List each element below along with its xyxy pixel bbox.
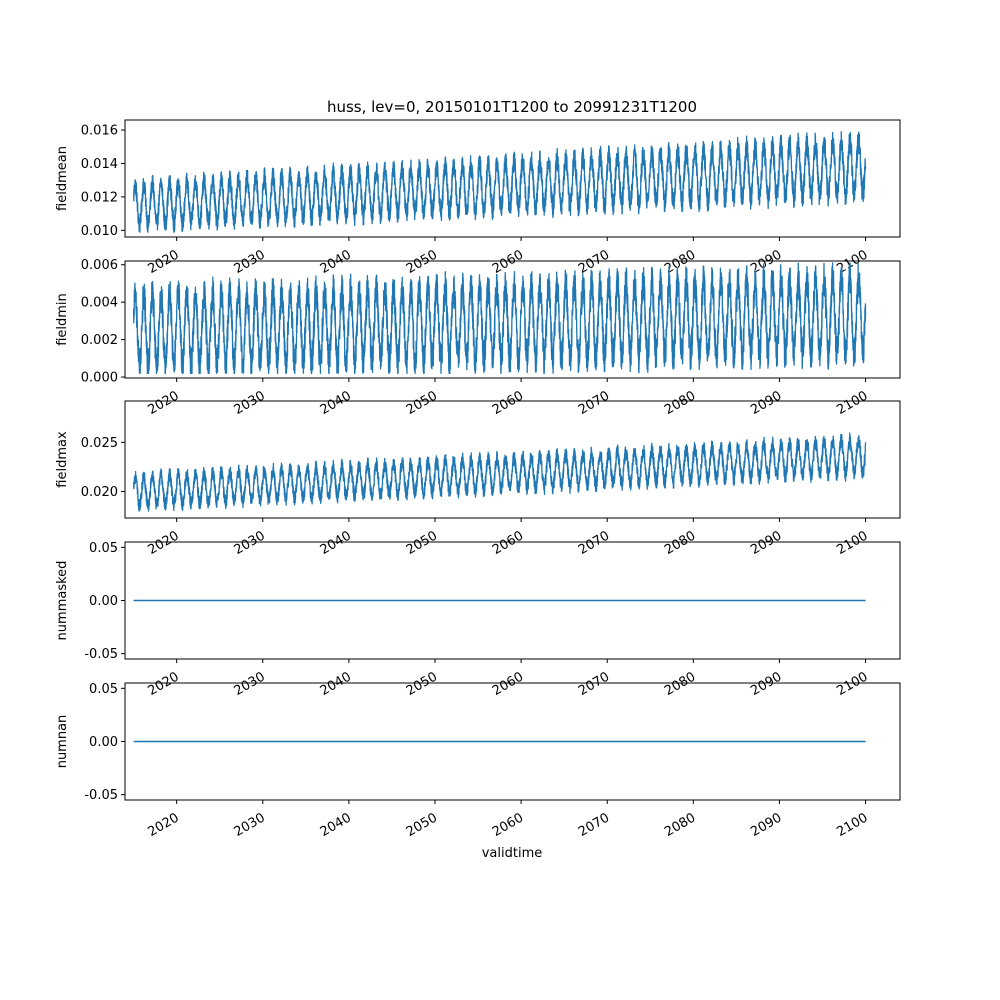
- nummasked-ytick-label: 0.05: [89, 541, 118, 556]
- fieldmin-ytick-label: 0.000: [81, 371, 118, 386]
- numnan-axis-label: numnan: [55, 715, 70, 769]
- fieldmin-series-line: [132, 262, 867, 374]
- fieldmean-ytick-label: 0.016: [81, 124, 118, 139]
- nummasked-axis-label: nummasked: [55, 561, 70, 641]
- nummasked-ytick-label: 0.00: [89, 594, 118, 609]
- numnan-ytick-label: 0.05: [89, 682, 118, 697]
- fieldmin-ytick-label: 0.004: [81, 296, 118, 311]
- fieldmean-axes-frame: [124, 119, 901, 238]
- fieldmean-ytick-label: 0.010: [81, 224, 118, 239]
- fieldmax-ytick-label: 0.020: [81, 485, 118, 500]
- nummasked-ytick-label: -0.05: [84, 647, 118, 662]
- fieldmin-ytick-label: 0.006: [81, 258, 118, 273]
- numnan-ytick-label: -0.05: [84, 788, 118, 803]
- fieldmax-axes-frame: [124, 400, 901, 519]
- fieldmin-ytick-label: 0.002: [81, 333, 118, 348]
- fieldmax-series-line: [132, 432, 867, 512]
- fieldmean-ytick-label: 0.012: [81, 190, 118, 205]
- fieldmax-ytick-label: 0.025: [81, 436, 118, 451]
- fieldmean-ytick-label: 0.014: [81, 157, 118, 172]
- fieldmean-series-line: [132, 130, 867, 233]
- chart-title: huss, lev=0, 20150101T1200 to 20991231T1…: [327, 98, 697, 116]
- fieldmin-axis-label: fieldmin: [55, 293, 70, 346]
- fieldmax-axis-label: fieldmax: [55, 431, 70, 488]
- numnan-ytick-label: 0.00: [89, 735, 118, 750]
- fieldmean-axis-label: fieldmean: [55, 146, 70, 211]
- x-axis-label: validtime: [482, 846, 543, 861]
- fieldmin-axes-frame: [124, 260, 901, 379]
